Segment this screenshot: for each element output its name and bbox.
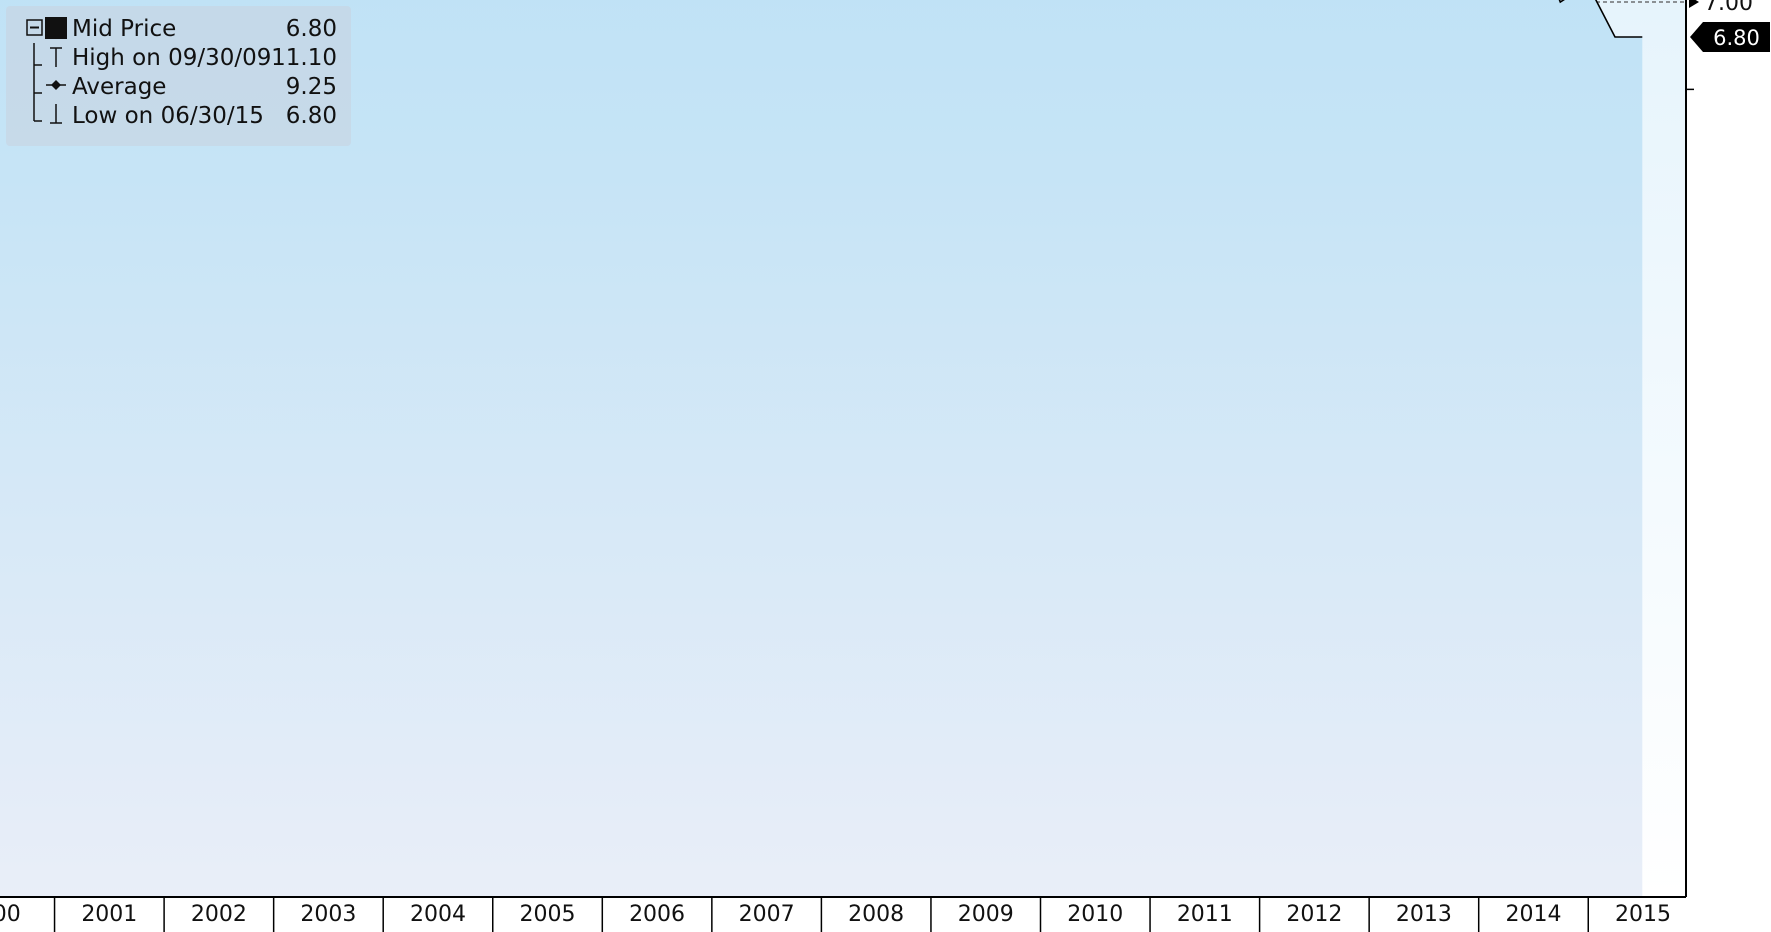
x-tick-label: 2009 <box>958 902 1014 927</box>
legend-high-label: High on 09/30/09 <box>72 45 272 71</box>
legend-low-value: 6.80 <box>285 103 337 129</box>
legend-series-value: 6.80 <box>285 16 337 42</box>
current-value-tag <box>1690 21 1770 52</box>
y-tick-label: 7.00 <box>1704 0 1753 16</box>
y-tick-arrow <box>1689 0 1699 8</box>
legend-series-label: Mid Price <box>72 16 177 42</box>
x-tick-label: 2008 <box>848 902 904 927</box>
legend-average-value: 9.25 <box>285 74 337 100</box>
x-tick-label: 2015 <box>1615 902 1671 927</box>
legend-row-average: Average 9.25 <box>6 72 351 101</box>
x-tick-label: 2005 <box>520 902 576 927</box>
area-layer <box>0 0 1643 897</box>
x-tick-label: 2013 <box>1396 902 1452 927</box>
legend-row-high: High on 09/30/09 11.10 <box>6 43 351 72</box>
x-tick-label: 2011 <box>1177 902 1233 927</box>
series-area <box>0 0 1643 897</box>
x-tick-label: 2002 <box>191 902 247 927</box>
x-tick-label: 2004 <box>410 902 466 927</box>
x-tick-label: 2007 <box>739 902 795 927</box>
current-value-tag-text: 6.80 <box>1713 26 1760 50</box>
x-tick-label: 000 <box>0 902 21 927</box>
legend-average-label: Average <box>72 74 167 100</box>
x-tick-label: 2012 <box>1286 902 1342 927</box>
legend-row-low: Low on 06/30/15 6.80 <box>6 101 351 130</box>
legend-row-series: Mid Price 6.80 <box>6 14 351 43</box>
x-tick-label: 2006 <box>629 902 685 927</box>
series-swatch-icon <box>26 17 67 39</box>
legend-high-value: 11.10 <box>271 45 337 71</box>
high-marker-icon <box>33 43 62 72</box>
x-tick-label: 2001 <box>81 902 137 927</box>
average-marker-icon <box>33 72 66 101</box>
legend-low-label: Low on 06/30/15 <box>72 103 264 129</box>
current-value-tag-group: 6.80 <box>1690 21 1770 52</box>
x-tick-label: 2014 <box>1505 902 1561 927</box>
x-tick-label: 2010 <box>1067 902 1123 927</box>
x-tick-label: 2003 <box>300 902 356 927</box>
low-marker-icon <box>33 101 62 124</box>
axes <box>0 0 1699 932</box>
legend: Mid Price 6.80 High on 09/30/09 11.10 Av… <box>6 6 351 146</box>
